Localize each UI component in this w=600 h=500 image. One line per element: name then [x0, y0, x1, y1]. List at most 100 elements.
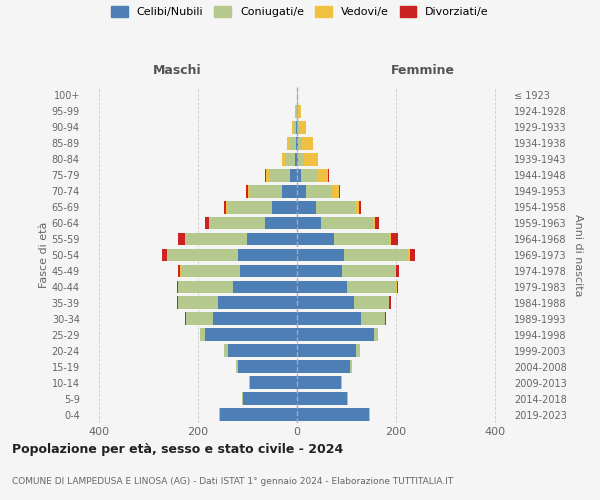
Bar — [297, 137, 298, 149]
Bar — [316, 201, 355, 213]
Bar — [302, 137, 313, 149]
Bar — [227, 201, 272, 213]
Bar — [282, 185, 297, 198]
Bar — [248, 185, 250, 198]
Text: Maschi: Maschi — [152, 64, 202, 78]
Bar — [298, 153, 304, 166]
Bar — [213, 312, 297, 325]
Bar — [410, 248, 415, 262]
Bar — [297, 264, 341, 278]
Bar — [266, 169, 269, 181]
Y-axis label: Anni di nascita: Anni di nascita — [572, 214, 583, 296]
Bar — [297, 280, 347, 293]
Bar — [224, 201, 226, 213]
Bar — [209, 216, 211, 230]
Bar — [297, 328, 374, 341]
Bar — [297, 248, 344, 262]
Bar — [338, 185, 340, 198]
Bar — [301, 169, 317, 181]
Bar — [265, 169, 266, 181]
Bar — [185, 312, 213, 325]
Bar — [219, 408, 220, 421]
Text: Femmine: Femmine — [391, 64, 455, 78]
Bar — [247, 232, 297, 245]
Bar — [354, 296, 389, 309]
Bar — [167, 248, 168, 262]
Bar — [290, 137, 296, 149]
Bar — [272, 201, 297, 213]
Bar — [205, 216, 209, 230]
Bar — [290, 169, 297, 181]
Bar — [178, 296, 218, 309]
Bar — [162, 248, 167, 262]
Y-axis label: Fasce di età: Fasce di età — [38, 222, 49, 288]
Bar — [269, 169, 290, 181]
Bar — [355, 201, 359, 213]
Bar — [297, 153, 298, 166]
Bar — [249, 376, 250, 389]
Bar — [341, 264, 395, 278]
Bar — [297, 216, 321, 230]
Bar — [177, 280, 178, 293]
Bar — [334, 232, 389, 245]
Bar — [356, 344, 361, 357]
Bar — [281, 153, 284, 166]
Bar — [284, 153, 295, 166]
Bar — [344, 248, 409, 262]
Bar — [296, 137, 297, 149]
Bar — [247, 185, 248, 198]
Bar — [317, 169, 328, 181]
Bar — [297, 408, 369, 421]
Bar — [374, 328, 378, 341]
Bar — [292, 121, 294, 134]
Bar — [297, 232, 334, 245]
Bar — [347, 280, 396, 293]
Bar — [297, 360, 350, 373]
Bar — [369, 408, 370, 421]
Bar — [359, 201, 361, 213]
Legend: Celibi/Nubili, Coniugati/e, Vedovi/e, Divorziati/e: Celibi/Nubili, Coniugati/e, Vedovi/e, Di… — [111, 6, 489, 17]
Bar — [298, 137, 302, 149]
Bar — [185, 232, 247, 245]
Bar — [250, 185, 282, 198]
Bar — [391, 232, 398, 245]
Bar — [298, 121, 299, 134]
Bar — [220, 408, 297, 421]
Bar — [205, 328, 297, 341]
Bar — [396, 264, 398, 278]
Bar — [389, 232, 391, 245]
Bar — [332, 185, 338, 198]
Bar — [395, 264, 396, 278]
Bar — [389, 296, 391, 309]
Bar — [361, 312, 385, 325]
Bar — [240, 264, 297, 278]
Bar — [373, 216, 375, 230]
Bar — [200, 328, 205, 341]
Bar — [328, 169, 329, 181]
Bar — [297, 185, 306, 198]
Bar — [294, 121, 296, 134]
Text: Popolazione per età, sesso e stato civile - 2024: Popolazione per età, sesso e stato civil… — [12, 442, 343, 456]
Bar — [176, 296, 178, 309]
Bar — [238, 248, 297, 262]
Bar — [297, 201, 316, 213]
Bar — [321, 216, 373, 230]
Bar — [397, 280, 398, 293]
Bar — [178, 280, 233, 293]
Bar — [242, 392, 297, 405]
Bar — [385, 312, 386, 325]
Bar — [224, 344, 227, 357]
Bar — [236, 360, 238, 373]
Bar — [295, 105, 296, 118]
Bar — [297, 296, 354, 309]
Bar — [287, 137, 290, 149]
Bar — [227, 344, 297, 357]
Bar — [238, 360, 297, 373]
Bar — [297, 312, 361, 325]
Bar — [375, 216, 379, 230]
Bar — [299, 121, 306, 134]
Bar — [350, 360, 352, 373]
Bar — [233, 280, 297, 293]
Bar — [178, 264, 180, 278]
Bar — [298, 105, 301, 118]
